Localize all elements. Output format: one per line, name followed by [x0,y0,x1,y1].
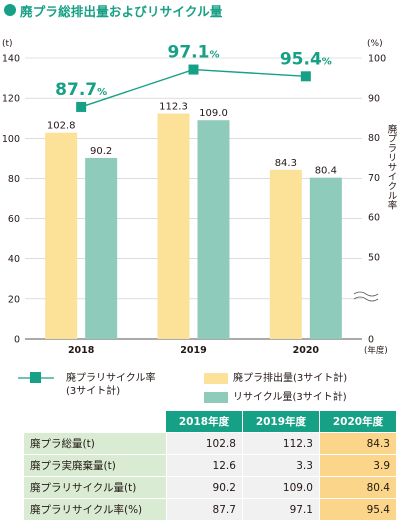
table-cell: 112.3 [242,432,320,455]
y-right-tick-label: 70 [368,173,380,184]
y-left-tick-label: 40 [8,254,20,265]
emission-bar [269,169,302,339]
y-right-tick-label: 80 [368,133,380,144]
row-label: 廃プラ総量(t) [24,432,167,455]
table-cell: 84.3 [319,432,398,455]
bar-value-label: 80.4 [315,166,337,177]
row-label: 廃プラリサイクル率(%) [24,498,167,521]
y-right-tick-label: 100 [368,54,386,65]
table-row: 廃プラリサイクル量(t) 90.2 109.0 80.4 [24,476,398,499]
table-cell: 12.6 [166,454,243,477]
y-left-tick-label: 80 [8,174,20,185]
rate-unit: % [322,56,332,67]
y-left-tick-label: 60 [8,214,20,225]
table-cell: 3.9 [319,454,398,477]
legend-rate-label: 廃プラリサイクル率 (3サイト計) [66,373,156,397]
emission-bar [157,113,190,339]
x-axis-unit: (年度) [364,345,388,356]
y-right-tick-label: 0 [368,335,374,346]
bar-value-label: 102.8 [47,121,76,132]
legend-recycle-swatch [204,392,228,403]
rate-marker [300,71,311,82]
table-row: 廃プラ総量(t) 102.8 112.3 84.3 [24,432,398,455]
chart-plot: (t) (%) 0 20 40 60 80 100 120 140 0 50 60 70 80 90 100 廃プ… [2,39,398,356]
bar-value-label: 112.3 [159,102,188,113]
table-cell: 90.2 [166,476,243,499]
bar-value-label: 109.0 [199,108,228,119]
table-cell: 97.1 [242,498,320,521]
legend-recycle-label: リサイクル量(3サイト計) [233,392,347,403]
rate-marker [188,64,199,75]
recycle-bar [309,177,342,339]
x-tick-label: 2020 [293,345,320,356]
table-corner [24,411,166,433]
chart-title-row: 廃プラ総排出量およびリサイクル量 [4,2,223,19]
recycle-bar [85,157,118,339]
recycle-bar [197,120,230,339]
rate-line [80,68,306,108]
y-left-tick-label: 100 [2,134,20,145]
row-label: 廃プラリサイクル量(t) [24,476,167,499]
rate-value-label: 87.7% [55,80,107,100]
row-label: 廃プラ実廃棄量(t) [24,454,167,477]
left-axis-unit: (t) [2,39,13,49]
table-row: 廃プラ実廃棄量(t) 12.6 3.3 3.9 [24,454,398,477]
table-cell: 95.4 [319,498,398,521]
legend: 廃プラリサイクル率 (3サイト計) 廃プラ排出量(3サイト計) リサイクル量(3… [0,370,400,406]
legend-emission-label: 廃プラ排出量(3サイト計) [233,373,348,384]
chart-title: 廃プラ総排出量およびリサイクル量 [20,3,223,19]
data-table: 2018年度 2019年度 2020年度 廃プラ総量(t) 102.8 112.… [24,411,398,521]
bar-value-label: 84.3 [275,158,297,169]
legend-emission-swatch [204,373,228,384]
x-tick-label: 2019 [180,345,206,356]
legend-swatches [18,372,228,403]
rate-marker [76,101,87,112]
table-cell: 102.8 [166,432,243,455]
x-tick-label: 2018 [68,345,95,356]
table-cell: 87.7 [166,498,243,521]
table-cell: 109.0 [242,476,320,499]
table-header: 2019年度 [242,411,320,433]
right-axis-label: 廃プラリサイクル率 [386,123,398,210]
rate-unit: % [209,50,219,61]
rate-value-label: 97.1% [168,43,220,63]
rate-value-label: 95.4% [280,49,332,69]
table-header: 2020年度 [319,411,398,433]
rate-unit: % [97,87,107,98]
bar-value-label: 90.2 [90,146,112,157]
emission-bar [45,132,78,339]
table-row: 廃プラリサイクル率(%) 87.7 97.1 95.4 [24,498,398,521]
axis-break-icon [353,291,379,297]
axis-break-icon [353,296,379,302]
y-left-tick-label: 0 [14,335,20,346]
table-header: 2018年度 [166,411,243,433]
table-cell: 80.4 [319,476,398,499]
y-left-tick-label: 120 [2,94,20,105]
y-left-tick-label: 140 [2,54,20,65]
bullet-dot-icon [4,4,16,16]
y-left-tick-label: 20 [8,294,20,305]
table-header-row: 2018年度 2019年度 2020年度 [24,411,398,433]
right-axis-unit: (%) [367,39,383,49]
legend-marker-swatch [30,372,41,383]
table-cell: 3.3 [242,454,320,477]
y-right-tick-label: 90 [368,93,380,104]
y-right-tick-label: 60 [368,213,380,224]
y-right-tick-label: 50 [368,253,380,264]
